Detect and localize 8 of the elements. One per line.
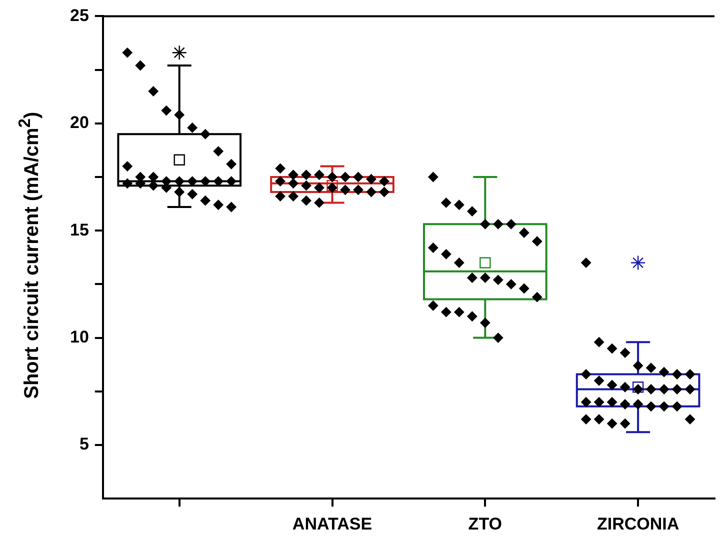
y-tick-label: 20 [70,113,89,132]
x-tick-label: ZIRCONIA [596,514,680,534]
y-tick-label: 5 [79,434,89,454]
x-tick-label: ZTO [468,514,502,534]
y-tick-label: 15 [70,220,89,240]
y-tick-label: 25 [70,6,89,25]
y-tick-label: 10 [70,327,89,346]
x-tick-label: ANATASE [292,514,372,534]
